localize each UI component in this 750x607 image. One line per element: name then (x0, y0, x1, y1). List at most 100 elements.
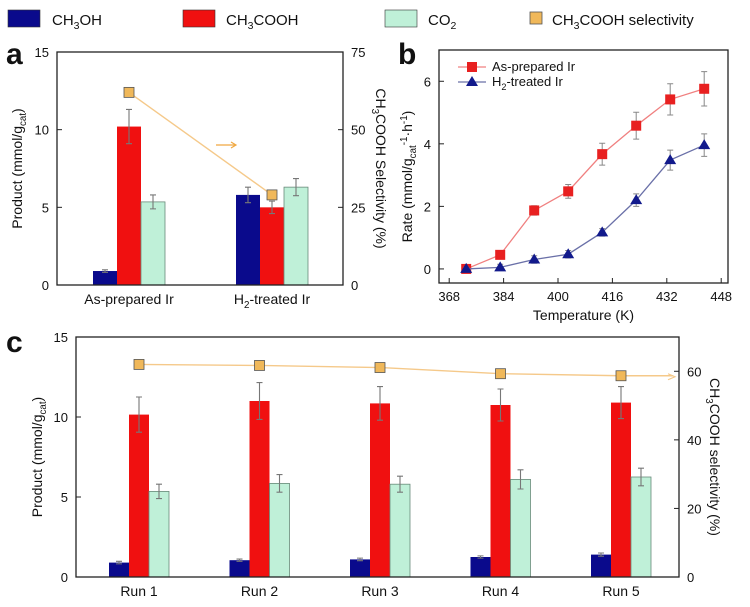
panel-a-chart: 0 5 10 15 0 25 50 75 As-prepared Ir H2-treated Ir… (9, 45, 389, 311)
y-right-tick-label: 0 (687, 570, 694, 585)
y-right-tick-label: 40 (687, 433, 701, 448)
error-bar (136, 396, 142, 433)
y-tick-label: 10 (54, 410, 68, 425)
y-right-tick-label: 50 (351, 123, 365, 138)
arrow-right-icon (216, 141, 238, 149)
y-tick-label: 2 (424, 199, 431, 214)
error-bar (256, 382, 263, 420)
x-tick-label: 384 (493, 289, 515, 304)
y-tick-label: 5 (42, 200, 49, 215)
y-axis-label: Product (mmol/gcat) (29, 397, 49, 517)
bar-co2 (630, 476, 652, 578)
plot-frame (438, 49, 729, 284)
bar-co2 (283, 186, 309, 286)
bar-ch3oh (591, 554, 611, 577)
bar-ch3cooh (260, 207, 284, 285)
y-right-tick-label: 25 (351, 200, 365, 215)
error-bar (156, 483, 162, 500)
error-bar (397, 475, 403, 493)
arrow-right-icon (667, 373, 677, 381)
data-point-square (529, 205, 540, 216)
error-bar (150, 194, 156, 210)
bar-ch3oh (236, 194, 260, 285)
y-tick-label: 5 (61, 490, 68, 505)
error-bar (497, 388, 504, 422)
selectivity-point (495, 368, 506, 380)
selectivity-point (123, 86, 135, 98)
data-point-triangle (460, 262, 473, 273)
x-tick-label: 368 (438, 289, 460, 304)
panel-c-chart: 0 5 10 15 0 20 40 60 Run 1 Run 2 Run 3 Run 4 Run 5 Pr… (29, 330, 723, 599)
selectivity-line (138, 363, 673, 377)
y-tick-label: 4 (424, 137, 431, 152)
error-bar (477, 555, 484, 559)
legend-label: H2-treated Ir (492, 74, 563, 92)
x-category-label: Run 2 (241, 583, 279, 599)
bar-ch3cooh (129, 414, 149, 577)
error-bar (517, 469, 524, 490)
bar-ch3cooh (370, 403, 390, 577)
y-right-tick-label: 75 (351, 45, 365, 60)
series-line (465, 88, 705, 270)
y-right-axis-label: CH3COOH selectivity (%) (703, 378, 723, 536)
y-right-tick-label: 60 (687, 364, 701, 379)
bar-ch3oh (470, 557, 491, 577)
plot-frame (75, 336, 680, 578)
y-right-axis-label: CH3COOH Selectivity (%) (369, 88, 389, 248)
bar-ch3oh (109, 562, 129, 577)
x-category-label: Run 3 (361, 583, 399, 599)
bar-co2 (510, 478, 531, 578)
x-category-label: As-prepared Ir (84, 291, 174, 307)
legend-swatch (384, 9, 418, 28)
selectivity-point (133, 359, 145, 370)
data-point-triangle (698, 139, 711, 150)
y-tick-label: 0 (42, 278, 49, 293)
bar-ch3cooh (611, 402, 631, 577)
x-tick-label: 400 (547, 289, 569, 304)
bar-co2 (148, 490, 170, 578)
data-point-triangle (494, 261, 507, 272)
bar-ch3oh (229, 560, 250, 577)
data-point-triangle (562, 248, 575, 259)
panel-b-chart: 0 2 4 6 368 384 400 416 432 448 Temperature (K) Rat… (399, 49, 732, 323)
legend-label: As-prepared Ir (492, 59, 576, 74)
legend-swatch (182, 9, 216, 28)
legend-swatch (7, 9, 41, 28)
data-point-square (699, 83, 710, 94)
selectivity-point (615, 370, 627, 382)
y-axis-label: Product (mmol/gcat) (9, 108, 29, 228)
bar-ch3oh (350, 559, 370, 577)
data-point-square (563, 186, 574, 197)
data-point-triangle (630, 194, 643, 205)
bar-ch3cooh (490, 405, 511, 577)
error-bar (377, 386, 383, 421)
y-tick-label: 15 (35, 45, 49, 60)
legend-marker-square (467, 62, 477, 72)
error-bar (102, 269, 108, 273)
x-category-label: H2-treated Ir (234, 291, 311, 311)
data-point-triangle (596, 226, 609, 237)
y-axis-label: Rate (mmol/gcat-1·h-1) (399, 111, 419, 243)
legend-marker-triangle (466, 76, 478, 86)
error-bar (276, 474, 283, 493)
bar-ch3cooh (117, 126, 141, 285)
data-point-square (597, 149, 608, 160)
y-tick-label: 0 (424, 262, 431, 277)
selectivity-point (266, 189, 278, 201)
legend-label: CO2 (428, 12, 457, 32)
x-category-label: Run 4 (482, 583, 520, 599)
plot-frame (56, 51, 344, 286)
data-point-triangle (528, 253, 541, 264)
x-axis-label: Temperature (K) (533, 307, 634, 323)
x-category-label: Run 1 (120, 583, 158, 599)
legend-label: CH3COOH (226, 12, 299, 32)
error-bar (638, 467, 644, 487)
data-point-square (631, 120, 642, 131)
legend-label: CH3OH (52, 12, 102, 32)
selectivity-point (254, 360, 265, 371)
error-bar (293, 178, 299, 197)
x-category-label: Run 5 (602, 583, 640, 599)
x-tick-label: 432 (656, 289, 678, 304)
legend-label: CH3COOH selectivity (552, 12, 694, 32)
